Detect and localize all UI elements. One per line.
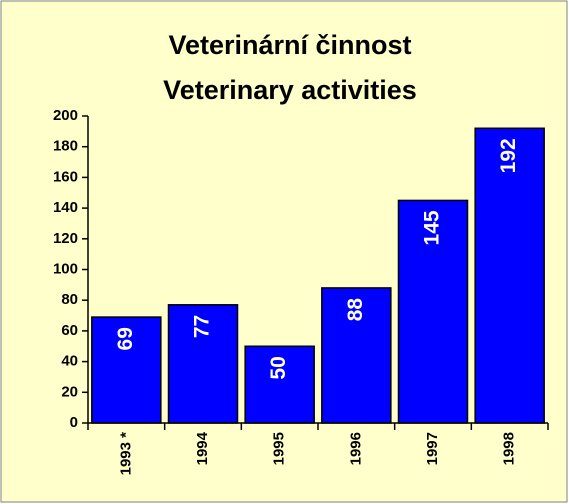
y-tick-label: 40	[61, 353, 78, 370]
bar	[91, 316, 162, 424]
y-tick-label: 180	[53, 138, 78, 155]
bar	[244, 345, 315, 424]
y-tick-label: 100	[53, 260, 78, 277]
x-tick-label: 1995	[271, 432, 288, 465]
y-tick-label: 200	[53, 107, 78, 124]
bar	[167, 304, 239, 424]
x-tick-label: 1998	[501, 432, 518, 465]
y-tick-label: 0	[70, 414, 78, 431]
bar	[474, 127, 545, 424]
data-label: 145	[421, 210, 444, 245]
bar	[321, 287, 392, 424]
data-label: 50	[267, 356, 290, 379]
x-tick-label: 1993 *	[117, 432, 134, 476]
data-label: 69	[114, 327, 137, 350]
data-label: 77	[191, 315, 214, 338]
y-tick-label: 60	[61, 322, 78, 339]
y-tick-label: 140	[53, 199, 78, 216]
data-label: 192	[497, 138, 520, 173]
y-tick-label: 80	[61, 291, 78, 308]
bar	[397, 199, 469, 424]
y-tick-label: 20	[61, 383, 78, 400]
x-tick-label: 1994	[194, 431, 211, 465]
data-label: 88	[344, 298, 367, 322]
x-tick-label: 1997	[424, 432, 441, 465]
y-tick-label: 160	[53, 168, 78, 185]
chart-subtitle: Veterinary activities	[163, 75, 417, 105]
chart-title: Veterinární činnost	[168, 30, 411, 60]
x-tick-label: 1996	[347, 432, 364, 465]
y-tick-label: 120	[53, 230, 78, 247]
